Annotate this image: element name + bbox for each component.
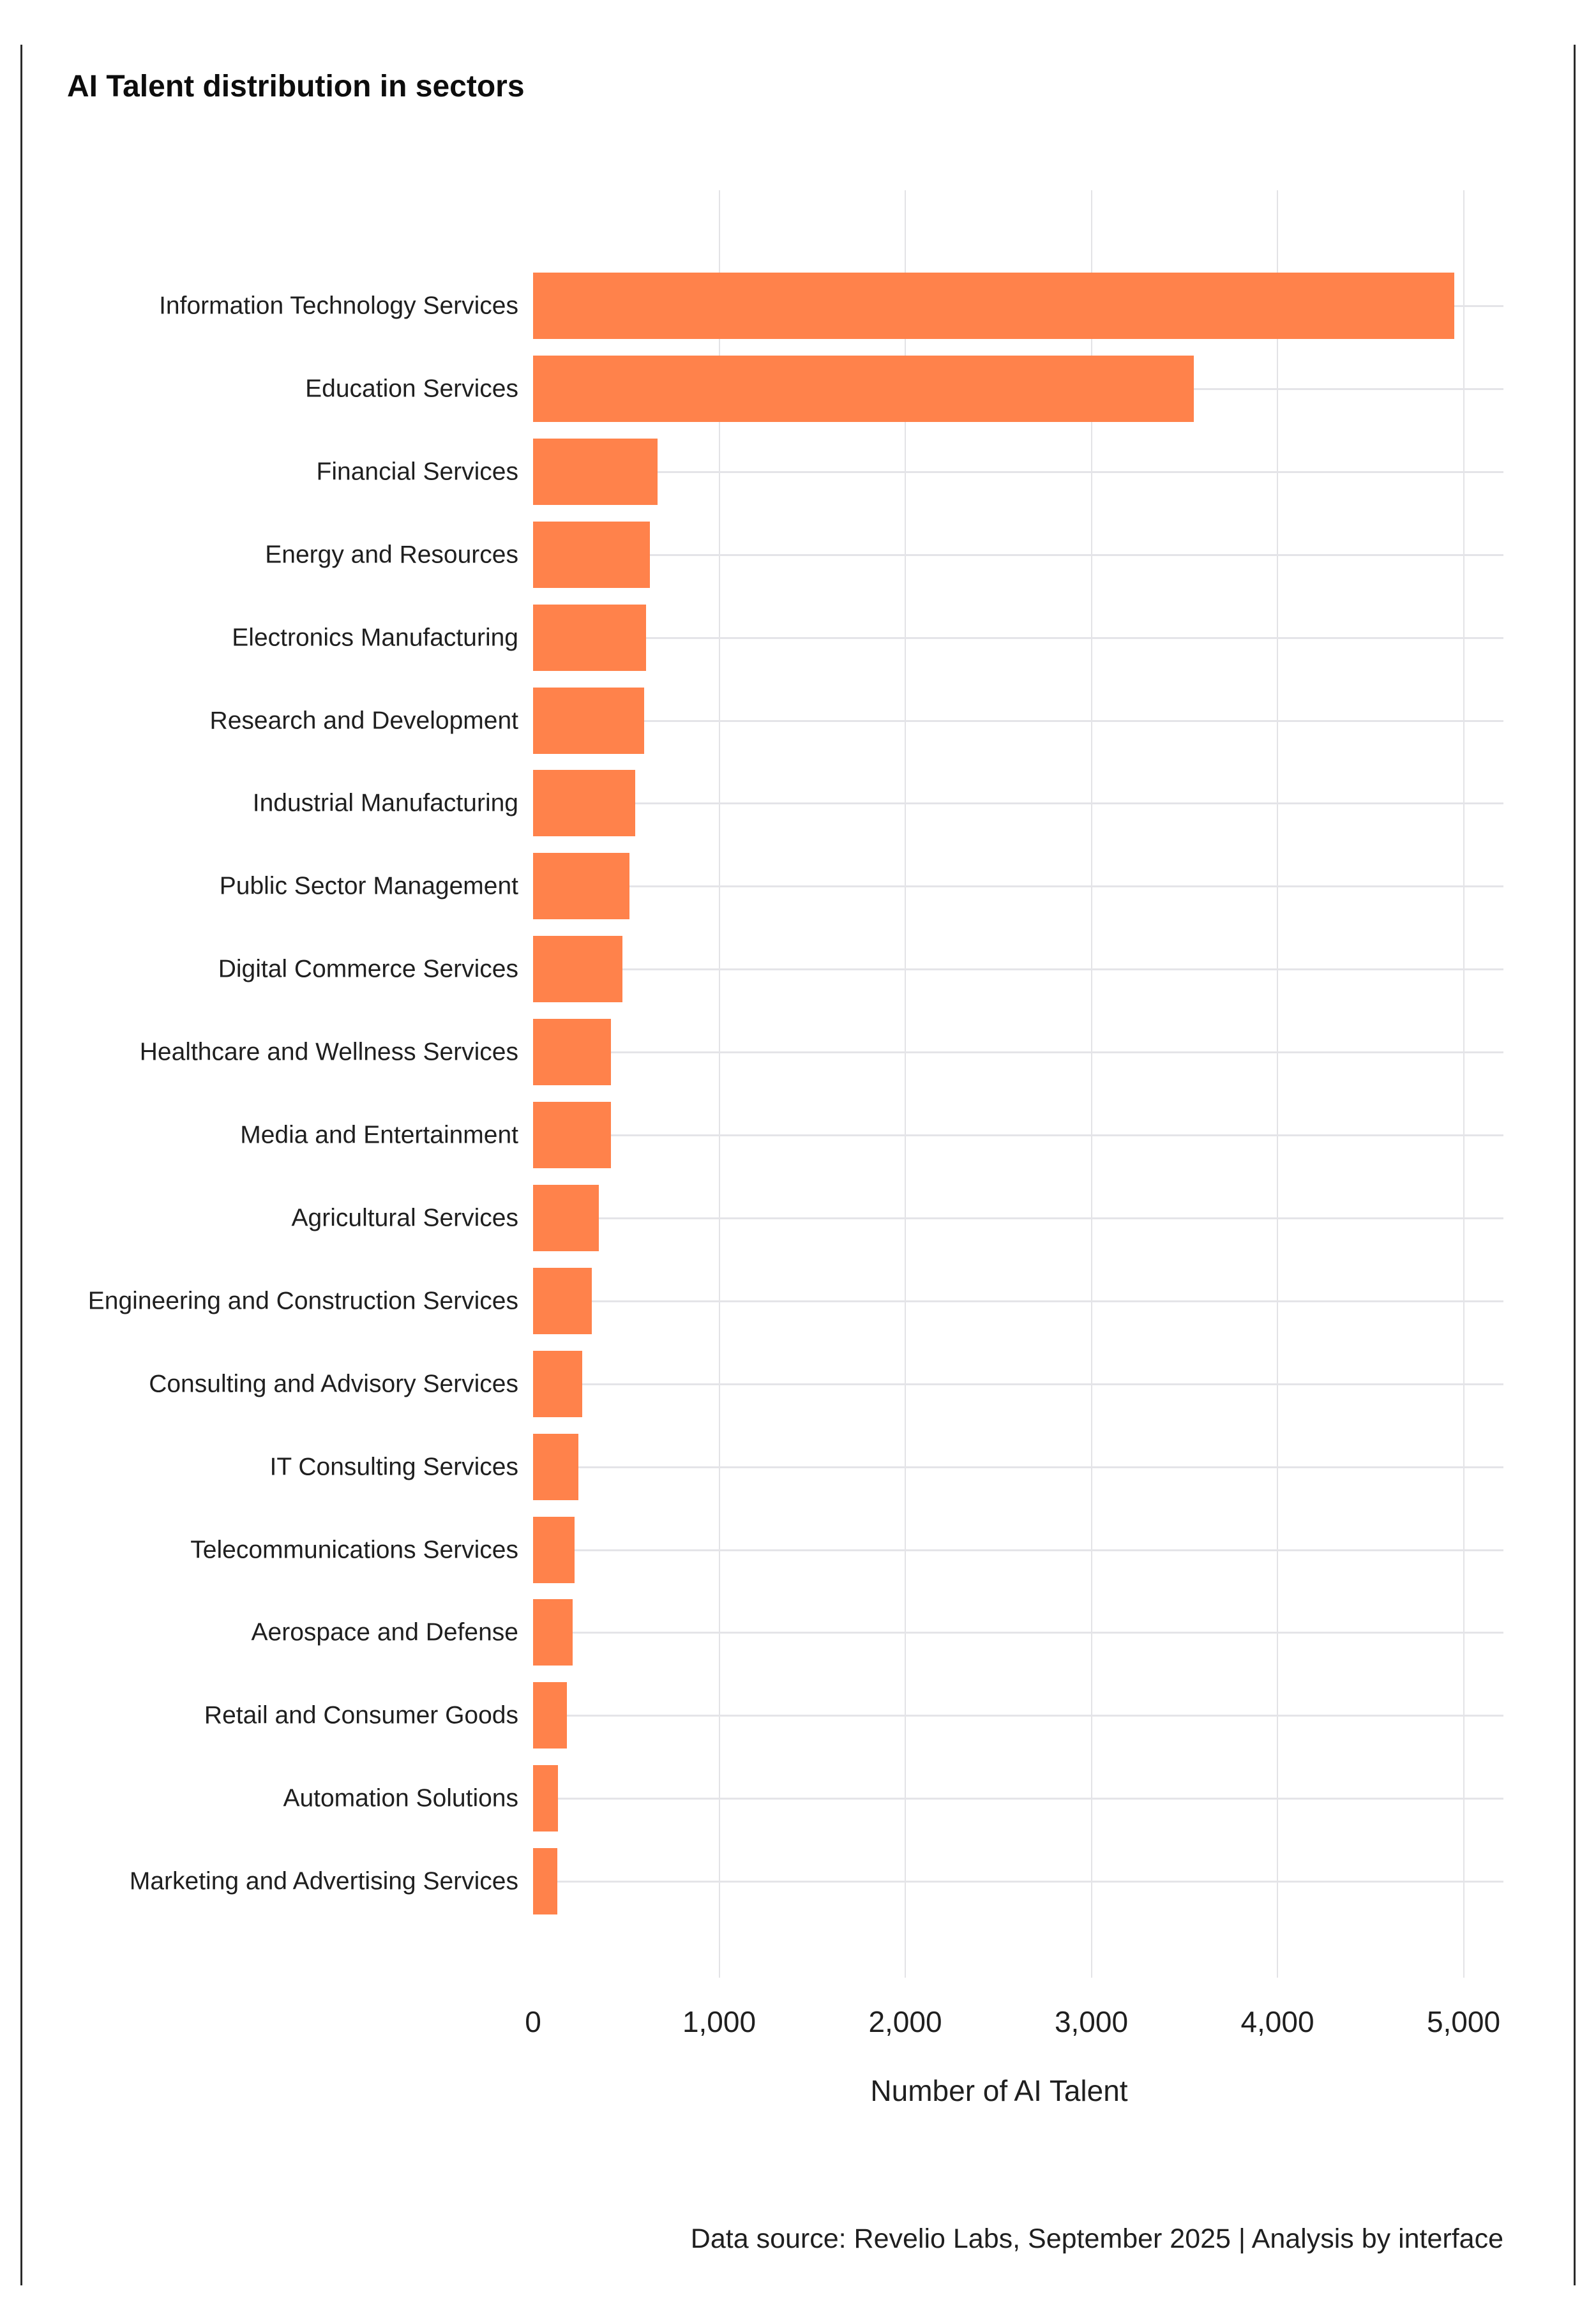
bar xyxy=(533,770,635,837)
bar xyxy=(533,1433,579,1500)
bar xyxy=(533,687,644,754)
y-category-label: Aerospace and Defense xyxy=(251,1618,518,1646)
y-category-label: Media and Entertainment xyxy=(240,1121,518,1149)
bar xyxy=(533,1019,612,1086)
x-gridline xyxy=(718,190,720,1978)
y-category-label: Digital Commerce Services xyxy=(218,955,518,983)
bar xyxy=(533,1682,567,1749)
y-category-label: Healthcare and Wellness Services xyxy=(139,1038,518,1066)
bar xyxy=(533,1599,573,1666)
frame-right-border xyxy=(1574,45,1576,2285)
frame-left-border xyxy=(20,45,22,2285)
y-gridline xyxy=(533,1466,1503,1468)
bar xyxy=(533,1516,575,1583)
y-category-label: Automation Solutions xyxy=(283,1784,518,1812)
y-gridline xyxy=(533,1881,1503,1883)
x-tick-label: 2,000 xyxy=(868,2005,942,2038)
y-gridline xyxy=(533,885,1503,888)
y-gridline xyxy=(533,1217,1503,1219)
y-category-label: Engineering and Construction Services xyxy=(87,1287,518,1315)
bar xyxy=(533,1267,592,1334)
y-category-label: Electronics Manufacturing xyxy=(232,624,518,652)
y-gridline xyxy=(533,1549,1503,1551)
bar xyxy=(533,355,1194,422)
y-gridline xyxy=(533,719,1503,722)
bar xyxy=(533,1765,559,1832)
y-gridline xyxy=(533,1383,1503,1385)
x-gridline xyxy=(905,190,906,1978)
y-category-label: IT Consulting Services xyxy=(269,1453,518,1481)
x-tick-label: 3,000 xyxy=(1054,2005,1129,2038)
bar xyxy=(533,604,646,671)
y-gridline xyxy=(533,553,1503,556)
y-gridline xyxy=(533,1134,1503,1136)
x-gridline xyxy=(1463,190,1464,1978)
x-gridline xyxy=(1090,190,1092,1978)
y-gridline xyxy=(533,1051,1503,1054)
y-category-label: Research and Development xyxy=(209,707,518,734)
bar xyxy=(533,853,630,920)
x-tick-label: 4,000 xyxy=(1240,2005,1314,2038)
y-category-label: Agricultural Services xyxy=(291,1204,518,1232)
x-axis-title: Number of AI Talent xyxy=(870,2074,1128,2107)
y-gridline xyxy=(533,968,1503,971)
bar xyxy=(533,1848,557,1915)
y-gridline xyxy=(533,1632,1503,1634)
y-category-label: Industrial Manufacturing xyxy=(252,789,518,817)
y-gridline xyxy=(533,636,1503,639)
x-gridline xyxy=(1277,190,1278,1978)
bar xyxy=(533,273,1454,339)
y-gridline xyxy=(533,1300,1503,1302)
bar xyxy=(533,1102,611,1168)
y-gridline xyxy=(533,470,1503,473)
data-source-footer: Data source: Revelio Labs, September 202… xyxy=(690,2223,1503,2254)
y-category-label: Telecommunications Services xyxy=(190,1536,518,1563)
bar xyxy=(533,1350,583,1417)
chart-title: AI Talent distribution in sectors xyxy=(67,70,525,103)
x-tick-label: 1,000 xyxy=(682,2005,757,2038)
y-category-label: Energy and Resources xyxy=(265,541,518,569)
y-gridline xyxy=(533,1798,1503,1800)
bar xyxy=(533,521,650,588)
y-category-label: Marketing and Advertising Services xyxy=(129,1867,518,1895)
y-category-label: Consulting and Advisory Services xyxy=(149,1370,518,1398)
bar xyxy=(533,438,658,505)
bar xyxy=(533,1184,599,1251)
y-category-label: Retail and Consumer Goods xyxy=(204,1701,518,1729)
y-category-label: Public Sector Management xyxy=(219,872,518,900)
y-category-label: Financial Services xyxy=(316,458,518,486)
y-gridline xyxy=(533,1715,1503,1717)
bar xyxy=(533,936,622,1003)
y-category-label: Education Services xyxy=(305,375,518,403)
x-tick-label: 5,000 xyxy=(1426,2005,1501,2038)
y-category-label: Information Technology Services xyxy=(159,292,518,320)
y-gridline xyxy=(533,802,1503,805)
x-tick-label: 0 xyxy=(525,2005,541,2038)
